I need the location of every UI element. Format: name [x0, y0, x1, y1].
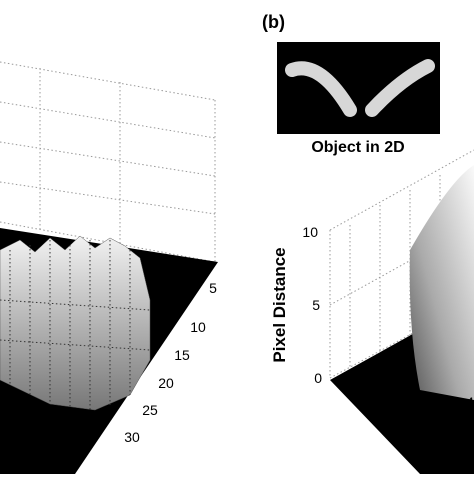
tick-label: 4: [466, 394, 474, 410]
panel-label: (b): [262, 12, 285, 32]
panel-b: (b) Object in 2D Pixel Distance 10 5 0 2…: [262, 12, 474, 474]
tick-label: 30: [124, 429, 140, 445]
axis-label: Pixel Distance: [270, 247, 289, 362]
tick-label: 25: [142, 402, 158, 418]
inset-object: [285, 59, 435, 117]
surface-mesh: [0, 240, 151, 410]
inset-image: [277, 42, 440, 134]
tick-label: 100: [0, 454, 22, 470]
panel-a: 5 10 15 20 25 30 100: [0, 61, 218, 474]
tick-label: 10: [190, 319, 206, 335]
tick-label: 20: [387, 402, 403, 418]
grid: [329, 149, 474, 379]
tick-label: 10: [302, 224, 318, 240]
tick-label: 20: [158, 375, 174, 391]
grid: [0, 61, 216, 263]
surface: [0, 235, 151, 411]
inset-caption: Object in 2D: [311, 139, 404, 156]
surface: [409, 165, 474, 400]
tick-label: 5: [312, 297, 320, 313]
tick-label: 0: [314, 370, 322, 386]
tick-label: 5: [209, 280, 217, 296]
tick-label: 15: [174, 347, 190, 363]
